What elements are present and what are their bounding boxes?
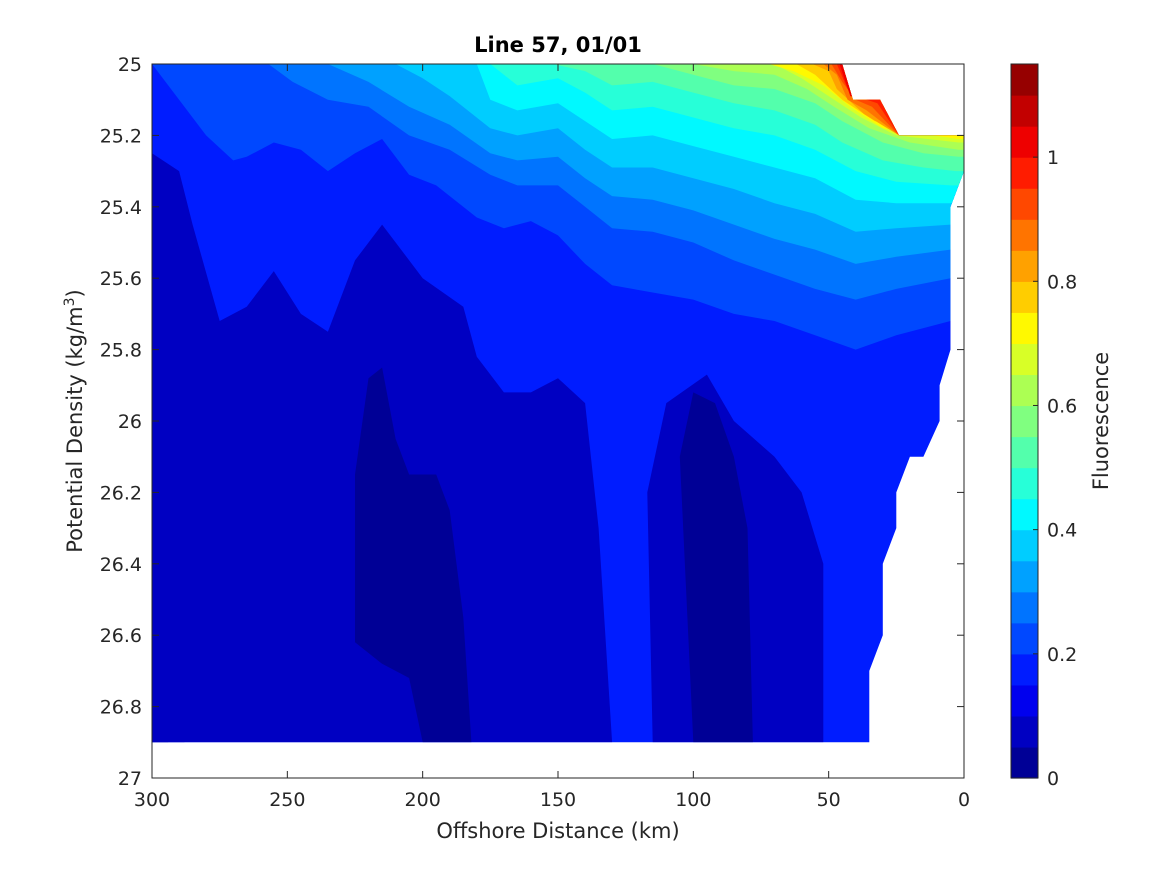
chart-title: Line 57, 01/01 bbox=[474, 33, 642, 57]
colorbar-tick-label: 0.6 bbox=[1047, 395, 1077, 417]
x-tick-label: 50 bbox=[817, 789, 841, 811]
y-axis-title: Potential Density (kg/m3) bbox=[62, 289, 87, 553]
colorbar-swatch bbox=[1011, 653, 1038, 686]
y-axis-title-prefix: Potential Density (kg/m bbox=[63, 306, 87, 552]
y-tick-label: 25.6 bbox=[100, 268, 142, 290]
x-tick-label: 0 bbox=[958, 789, 970, 811]
colorbar-swatch bbox=[1011, 405, 1038, 438]
colorbar-swatch bbox=[1011, 746, 1038, 779]
colorbar-swatch bbox=[1011, 126, 1038, 158]
colorbar-swatch bbox=[1011, 312, 1038, 344]
plot-area: 300 250 200 150 100 50 0 2525.225.425.625.8262… bbox=[100, 54, 970, 811]
y-tick-label: 26.8 bbox=[100, 697, 142, 719]
x-axis: 300 250 200 150 100 50 0 bbox=[134, 64, 970, 811]
colorbar-ticks: 0 0.2 0.4 0.6 0.8 1 bbox=[1033, 147, 1077, 790]
colorbar-swatches bbox=[1011, 64, 1038, 779]
y-tick-label: 27 bbox=[118, 768, 142, 790]
colorbar-swatch bbox=[1011, 684, 1038, 717]
colorbar-swatch bbox=[1011, 219, 1038, 251]
colorbar-swatch bbox=[1011, 498, 1038, 531]
y-axis: 25 25.2 25.4 25.6 25.8 26 26.2 26.4 26.6 26.8 27 bbox=[100, 54, 964, 790]
x-tick-label: 100 bbox=[675, 789, 711, 811]
colorbar-tick-label: 0.2 bbox=[1047, 644, 1077, 666]
x-tick-label: 250 bbox=[269, 789, 305, 811]
colorbar-tick-label: 0 bbox=[1047, 768, 1059, 790]
x-tick-label: 200 bbox=[405, 789, 441, 811]
colorbar-swatch bbox=[1011, 343, 1038, 376]
y-tick-label: 26.2 bbox=[100, 482, 142, 504]
y-axis-title-suffix: ) bbox=[63, 289, 87, 297]
colorbar-swatch bbox=[1011, 715, 1038, 748]
colorbar-label: Fluorescence bbox=[1089, 352, 1113, 490]
colorbar: 0 0.2 0.4 0.6 0.8 1 Fluorescence bbox=[1010, 63, 1113, 790]
y-tick-label: 25.4 bbox=[100, 197, 142, 219]
contour-patch bbox=[355, 367, 472, 743]
y-tick-label: 26.6 bbox=[100, 625, 142, 647]
y-tick-label: 25.2 bbox=[100, 125, 142, 147]
y-axis-title-superscript: 3 bbox=[62, 297, 78, 306]
x-tick-label: 150 bbox=[540, 789, 576, 811]
colorbar-tick-label: 1 bbox=[1047, 147, 1059, 169]
colorbar-swatch bbox=[1011, 591, 1038, 624]
colorbar-swatch bbox=[1011, 436, 1038, 469]
colorbar-swatch bbox=[1011, 64, 1038, 96]
colorbar-swatch bbox=[1011, 467, 1038, 500]
colorbar-swatch bbox=[1011, 529, 1038, 562]
colorbar-tick-label: 0.4 bbox=[1047, 520, 1077, 542]
colorbar-swatch bbox=[1011, 95, 1038, 127]
contour-fill-group bbox=[152, 64, 964, 743]
colorbar-tick-label: 0.8 bbox=[1047, 271, 1077, 293]
colorbar-swatch bbox=[1011, 157, 1038, 189]
y-tick-label: 25.8 bbox=[100, 340, 142, 362]
colorbar-swatch bbox=[1011, 250, 1038, 282]
colorbar-swatch bbox=[1011, 560, 1038, 593]
contour-patch bbox=[679, 392, 753, 743]
x-axis-title: Offshore Distance (km) bbox=[436, 819, 679, 843]
y-tick-label: 25 bbox=[118, 54, 142, 76]
colorbar-swatch bbox=[1011, 374, 1038, 407]
colorbar-box bbox=[1010, 63, 1039, 779]
colorbar-swatch bbox=[1011, 281, 1038, 313]
x-tick-label: 300 bbox=[134, 789, 170, 811]
y-tick-label: 26.4 bbox=[100, 554, 142, 576]
colorbar-swatch bbox=[1011, 622, 1038, 655]
y-tick-label: 26 bbox=[118, 411, 142, 433]
colorbar-swatch bbox=[1011, 188, 1038, 220]
